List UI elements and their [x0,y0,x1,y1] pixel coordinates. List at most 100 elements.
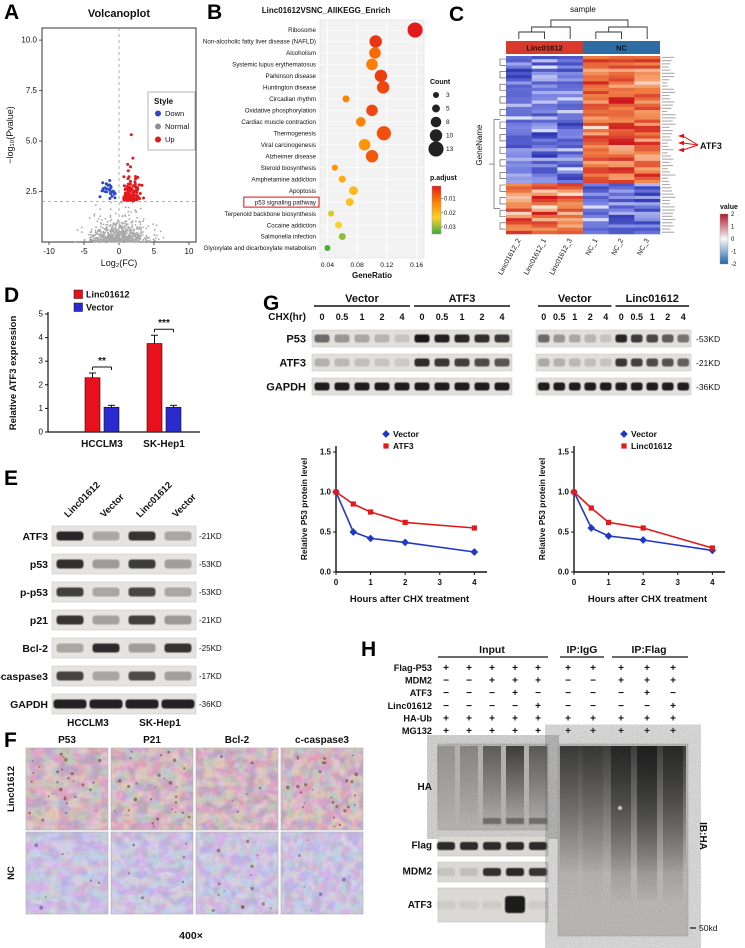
svg-text:Style: Style [154,97,174,106]
chx-timepoint: 0.5 [436,312,449,322]
svg-text:Linc01612: Linc01612 [526,44,562,53]
blot-band [314,382,330,391]
bar-legend: Linc01612 Vector [73,290,130,313]
panel-f-ihc-images: P53 P21 Bcl-2 c-caspase3 Linc01612 NC 400× [6,735,364,942]
group-bar-nc [583,41,660,54]
plus-minus: − [466,676,472,687]
blot-band [56,671,84,681]
svg-text:Up: Up [165,135,175,144]
plus-minus: − [670,688,676,699]
bar [165,406,182,433]
plus-minus: − [590,688,596,699]
kegg-category-label: Huntington disease [263,85,317,92]
chx-timepoint: 0 [619,312,624,322]
kegg-dot [345,198,354,207]
kegg-category-label: Alzheimer disease [265,153,316,160]
ihc-tile [196,832,278,914]
svg-text:8: 8 [446,119,450,126]
plus-minus: + [618,713,624,724]
lane-label: Linc01612 [134,480,174,520]
group-bar-linc01612 [506,41,583,54]
plus-minus: + [644,726,650,737]
ihc-tile [111,748,193,830]
kegg-dot [331,164,338,171]
kegg-dot [369,47,381,59]
svg-text:4: 4 [39,333,44,342]
kd-marker: 50kd [699,923,718,933]
kd-marker: -25KD [199,644,222,653]
ihc-col-label: P21 [143,735,161,746]
plus-minus: + [644,663,650,674]
svg-text:0.5: 0.5 [320,528,332,537]
blot-band [56,587,84,597]
kegg-category-label: Salmonella infection [261,234,317,241]
plus-minus: − [443,701,449,712]
blot-strip [51,553,197,575]
blot-band [128,643,156,653]
kd-marker: -21KD [199,616,222,625]
kegg-dot [349,186,358,196]
coip-blot-label: Flag [411,841,432,852]
chart-ylabel: Relative P53 protein level [299,458,309,561]
blot-band [630,334,643,343]
plus-minus: + [565,663,571,674]
svg-text:Linc01612: Linc01612 [86,290,130,300]
blot-band [92,643,120,653]
panel-label-g: G [263,292,280,315]
plus-minus: − [590,701,596,712]
plus-minus: + [670,726,676,737]
plus-minus: + [535,726,541,737]
blot-band [494,382,510,391]
kegg-category-label: Amphetamine addiction [251,176,316,183]
blot-band [553,382,566,391]
bar-ylabel: Relative ATF3 expression [8,316,19,431]
blot-row-label: GAPDH [266,382,306,394]
chx-timepoint: 4 [399,312,404,322]
kegg-category-label: Circadian rhythm [269,96,316,103]
kegg-category-label: Steroid biosynthesis [261,165,316,172]
kegg-category-label: p53 signaling pathway [255,199,317,206]
plus-minus: + [466,663,472,674]
coip-blot-label: HA [418,782,432,793]
blot-band [125,699,159,709]
blot-strip [535,353,692,372]
blot-band [414,334,430,343]
kd-marker: -53KD [199,560,222,569]
svg-text:5.0: 5.0 [26,137,38,146]
blot-band [494,334,510,343]
plus-minus: + [489,663,495,674]
svg-text:13: 13 [446,146,454,153]
ihc-tile [281,748,363,830]
plus-minus: − [489,688,495,699]
plus-minus: + [535,663,541,674]
plus-minus: + [644,713,650,724]
kegg-category-label: Glyoxylate and dicarboxylate metabolism [204,245,316,252]
blot-band [164,615,192,625]
blot-strip [51,637,197,659]
chx-header: Vector [345,293,379,305]
kd-marker: -17KD [199,672,222,681]
bar [84,377,101,433]
plus-minus: + [670,676,676,687]
volcano-legend: Style Down Normal Up [147,91,196,151]
heatmap-cells [506,56,661,235]
svg-text:2: 2 [731,212,735,218]
blot-band [92,615,120,625]
svg-text:0.02: 0.02 [444,211,456,217]
svg-text:0.5: 0.5 [558,528,570,537]
svg-text:0.01: 0.01 [444,197,456,203]
svg-text:3: 3 [676,578,681,587]
chx-timepoint: 1 [572,312,577,322]
svg-text:5: 5 [39,310,44,319]
chx-header: Linc01612 [626,293,679,305]
heatmap-col-label: Linc01612_3 [549,238,574,277]
blot-band [434,358,450,367]
blot-band [92,587,120,597]
blot-band [599,382,612,391]
svg-text:0: 0 [334,578,339,587]
panel-label-a: A [4,1,20,24]
svg-text:1.5: 1.5 [320,448,332,457]
svg-text:-5: -5 [80,247,88,256]
panel-h-coip-blots: Input IP:IgG IP:Flag Flag-P53 + + + + + + + + + + MDM2… [388,644,718,937]
